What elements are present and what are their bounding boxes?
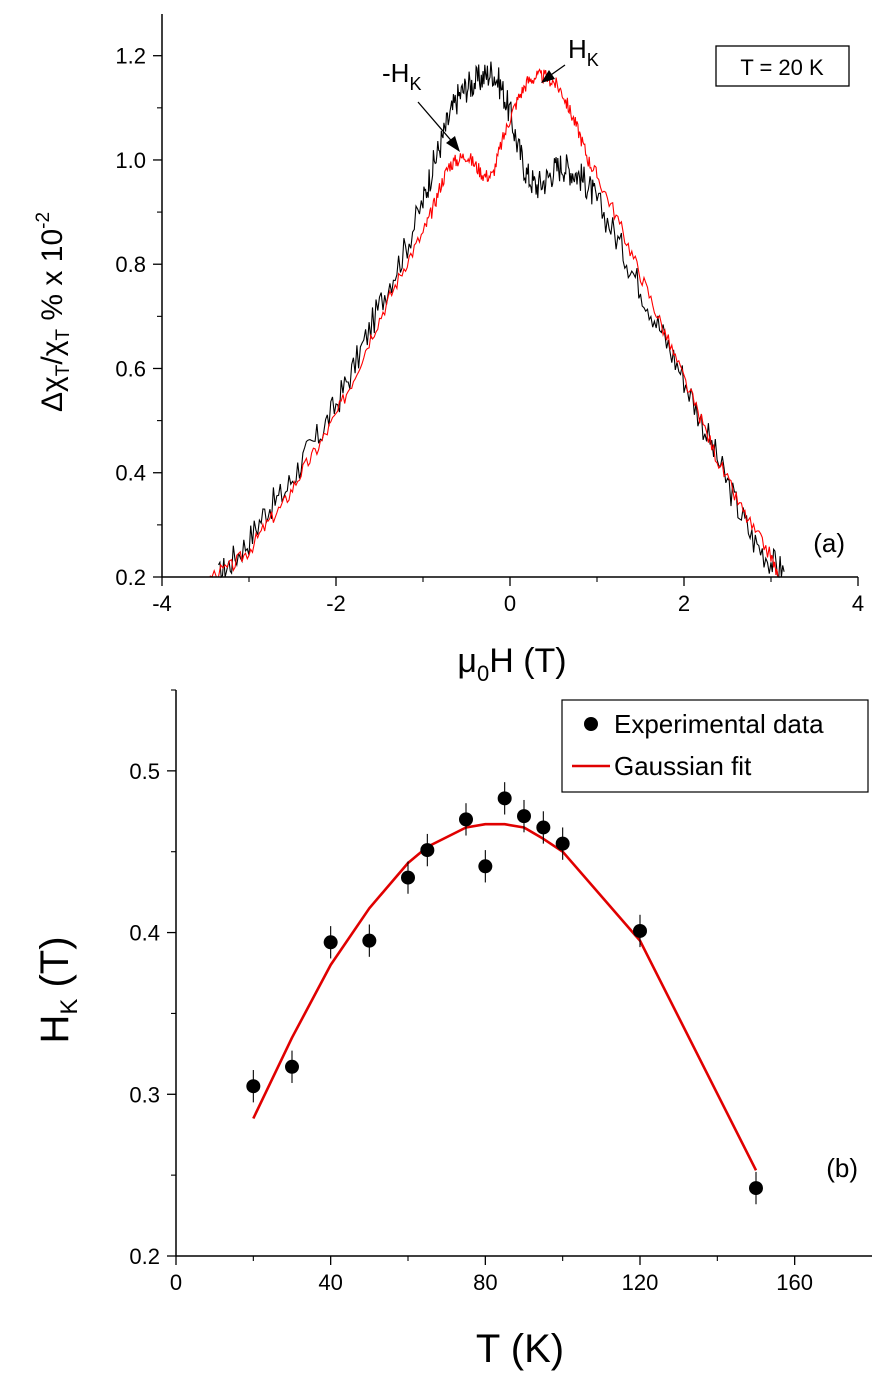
panel-b-y-tick-label: 0.4: [129, 921, 160, 946]
experimental-data-point: [555, 836, 570, 851]
minus-hk-arrow-shaft: [417, 101, 456, 146]
legend-marker-experimental: [584, 717, 598, 731]
experimental-data-point: [285, 1059, 299, 1074]
legend-label-gaussian: Gaussian fit: [614, 751, 752, 781]
panel-b-x-axis-title: T (K): [476, 1327, 564, 1371]
experimental-data-point: [497, 791, 512, 806]
experimental-data-point: [401, 870, 415, 885]
panel-a-y-tick-label: 0.8: [115, 252, 146, 277]
panel-a-x-axis-title: μ0H (T): [457, 642, 566, 686]
panel-a-x-tick-label: 0: [504, 591, 516, 616]
panel-a-series-group: [209, 61, 785, 579]
panel-a-x-tick-label: -4: [152, 591, 172, 616]
panel-a-series-red-line: [209, 68, 779, 578]
panel-a-y-tick-label: 1.2: [115, 44, 146, 69]
panel-b-x-tick-label: 160: [776, 1270, 813, 1295]
experimental-data-point: [459, 812, 473, 827]
panel-a-y-tick-label: 0.2: [115, 565, 146, 590]
panel-a-x-tick-label: 4: [852, 591, 864, 616]
panel-b-y-axis-title: HK (T): [33, 936, 83, 1043]
experimental-data-point: [536, 820, 551, 835]
panel-b-y-tick-label: 0.2: [129, 1244, 160, 1269]
experimental-data-point: [517, 809, 531, 824]
panel-a-y-axis-title: ΔχT/χT % x 10-2: [33, 212, 74, 412]
panel-a-x-tick-label: -2: [326, 591, 346, 616]
panel-b-label: (b): [826, 1153, 858, 1183]
panel-b-legend: Experimental data Gaussian fit: [561, 699, 869, 793]
panel-b-x-tick-label: 120: [622, 1270, 659, 1295]
panel-a-x-tick-label: 2: [678, 591, 690, 616]
experimental-data-point: [420, 843, 435, 858]
panel-b-x-tick-label: 40: [318, 1270, 342, 1295]
hk-arrow-head: [541, 70, 555, 83]
panel-b-x-tick-label: 0: [170, 1270, 182, 1295]
gaussian-fit-line: [252, 822, 758, 1171]
panel-a: -4 -2 0 2 4 0.2 0.4 0.6 0.8 1.0 1.2 T = 20 K (a) -…: [33, 14, 864, 686]
experimental-data-point: [323, 935, 338, 950]
experimental-data-point: [478, 859, 493, 874]
panel-a-series-black-line: [218, 61, 785, 579]
experimental-data-point: [246, 1079, 261, 1094]
panel-a-axes-group: -4 -2 0 2 4 0.2 0.4 0.6 0.8 1.0 1.2: [115, 14, 864, 616]
panel-b-y-tick-label: 0.3: [129, 1082, 160, 1107]
legend-label-experimental: Experimental data: [614, 709, 824, 739]
minus-hk-arrow-head: [446, 136, 460, 152]
panel-b-y-tick-label: 0.5: [129, 759, 160, 784]
panel-a-y-tick-label: 0.6: [115, 356, 146, 381]
panel-b: 0 40 80 120 160 0.2 0.3 0.4 0.5 Experimental dat…: [33, 689, 872, 1371]
experimental-data-point: [749, 1181, 763, 1196]
panel-b-x-tick-label: 80: [473, 1270, 497, 1295]
experimental-data-point: [633, 923, 647, 938]
panel-b-series-group: [246, 782, 763, 1205]
panel-a-annotation: T = 20 K: [740, 55, 824, 80]
panel-a-annotation-box: [715, 45, 850, 87]
panel-a-y-tick-label: 0.4: [115, 461, 146, 486]
panel-b-axes-group: 0 40 80 120 160 0.2 0.3 0.4 0.5: [129, 689, 872, 1295]
minus-hk-label: -HK: [382, 58, 421, 94]
hk-label: HK: [568, 34, 599, 70]
panel-a-label: (a): [813, 528, 845, 558]
legend-box: [561, 699, 869, 793]
experimental-data-point: [362, 933, 377, 948]
panel-a-y-tick-label: 1.0: [115, 148, 146, 173]
